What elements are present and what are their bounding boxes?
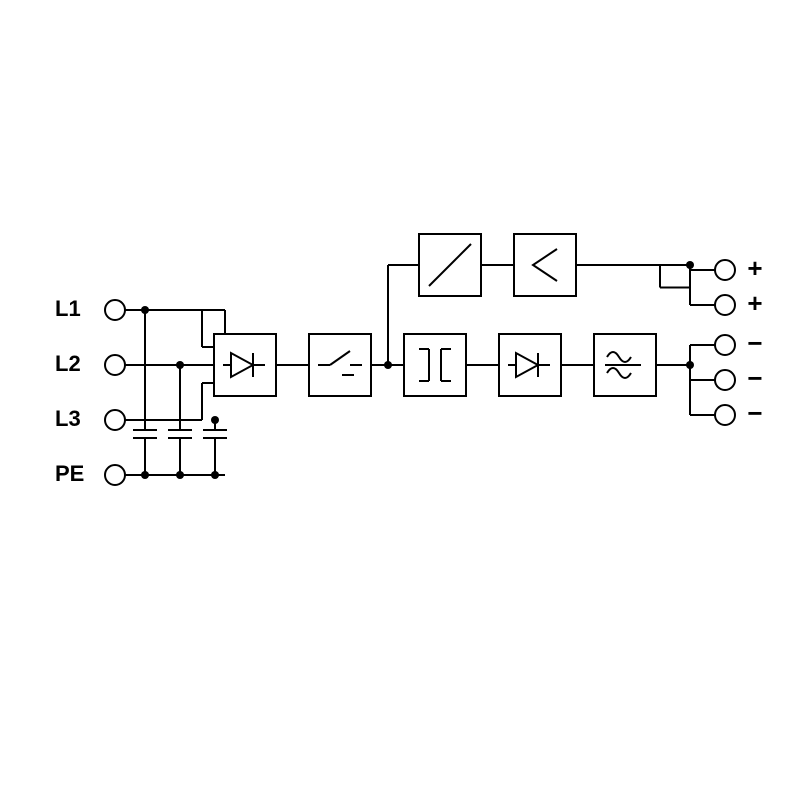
svg-text:L2: L2 xyxy=(55,351,81,376)
svg-text:+: + xyxy=(747,253,762,283)
svg-text:PE: PE xyxy=(55,461,84,486)
svg-text:−: − xyxy=(747,398,762,428)
svg-text:−: − xyxy=(747,363,762,393)
svg-text:L3: L3 xyxy=(55,406,81,431)
svg-text:L1: L1 xyxy=(55,296,81,321)
svg-text:+: + xyxy=(747,288,762,318)
circuit-diagram: L1 L2 L3 PE + + − − − xyxy=(0,0,800,800)
svg-text:−: − xyxy=(747,328,762,358)
